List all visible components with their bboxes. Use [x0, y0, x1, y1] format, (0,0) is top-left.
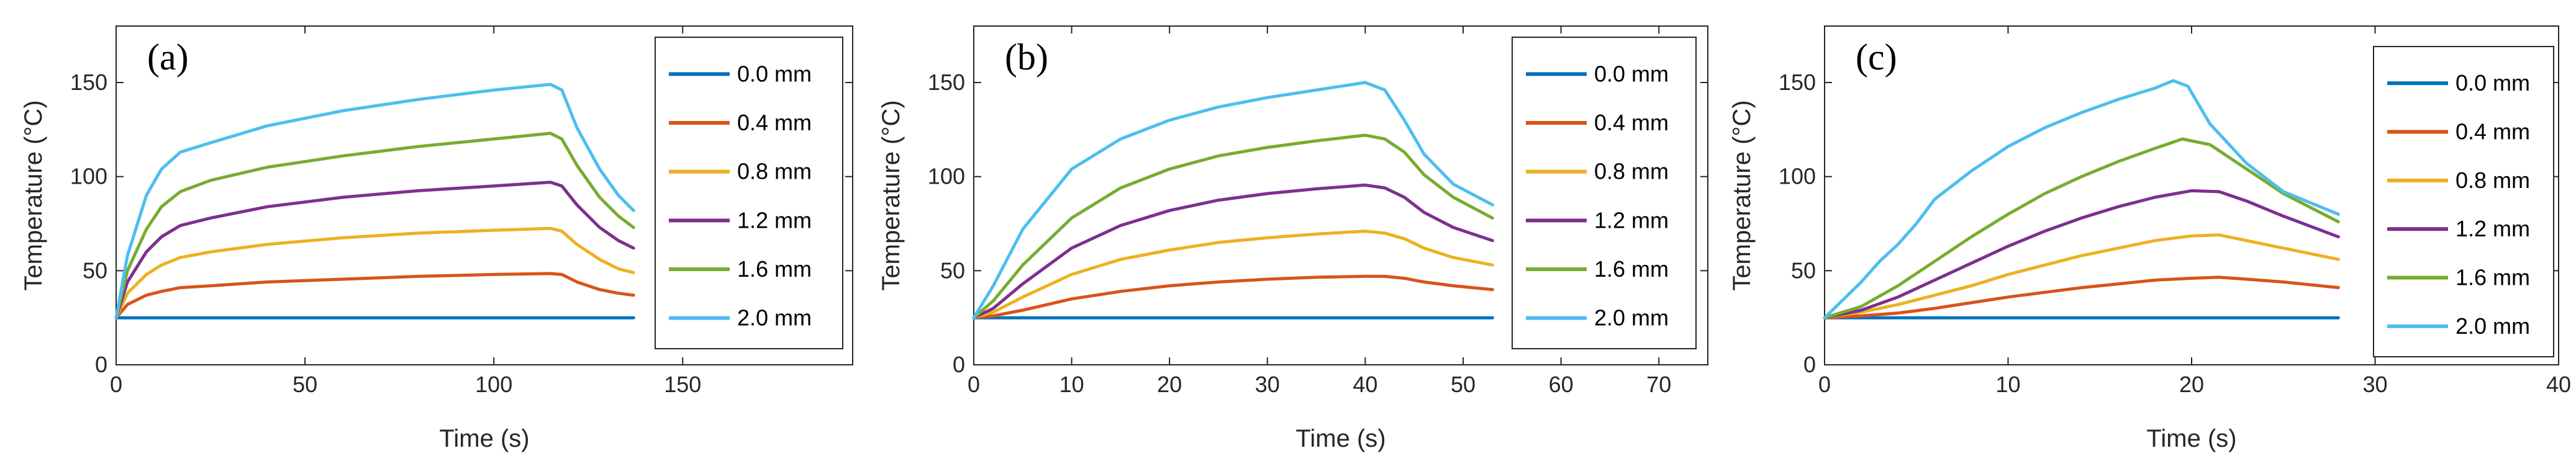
- legend-entry-label: 1.6 mm: [737, 256, 812, 282]
- legend-entry-label: 0.0 mm: [1594, 61, 1669, 86]
- legend-entry-label: 2.0 mm: [2456, 313, 2530, 339]
- panel-label: (a): [147, 37, 189, 78]
- legend-entry-label: 0.8 mm: [737, 159, 812, 184]
- legend-entry-label: 2.0 mm: [1594, 305, 1669, 331]
- panel-label: (b): [1005, 37, 1048, 78]
- legend-entry-label: 0.0 mm: [737, 61, 812, 86]
- y-tick-label: 50: [83, 257, 107, 283]
- series-line-1_2-mm: [972, 183, 1494, 320]
- x-tick-label: 60: [1549, 372, 1574, 397]
- y-tick-label: 0: [95, 352, 107, 377]
- y-axis-label: Temperature (°C): [20, 100, 47, 290]
- y-tick-label: 150: [928, 69, 965, 95]
- x-axis-label: Time (s): [439, 425, 529, 452]
- y-tick-label: 100: [928, 164, 965, 189]
- panel-a: 0 50 100 150 0 50 100 150 Time (s) Temperature (°…: [20, 25, 853, 452]
- y-tick-label: 0: [1803, 352, 1816, 377]
- x-tick-label: 0: [968, 372, 980, 397]
- panel-c: 0 10 20 30 40 0 50 100 150 Time (s) Temperature (°…: [1728, 25, 2571, 452]
- series-line-1_6-mm: [972, 133, 1494, 320]
- series-line-0_8-mm: [1823, 233, 2340, 320]
- x-tick-label: 40: [1353, 372, 1377, 397]
- legend-entry-label: 2.0 mm: [737, 305, 812, 331]
- legend-box: [1512, 37, 1697, 349]
- series-line-2_0-mm: [972, 81, 1494, 320]
- legend-entry-label: 0.8 mm: [1594, 159, 1669, 184]
- x-tick-label: 50: [1451, 372, 1476, 397]
- x-tick-label: 10: [1995, 372, 2020, 397]
- series-line-2_0-mm: [114, 83, 635, 320]
- x-axis-label: Time (s): [2146, 425, 2236, 452]
- series-line-0_4-mm: [114, 272, 635, 320]
- y-tick-label: 50: [940, 257, 965, 283]
- series-line-1_2-mm: [114, 181, 635, 320]
- x-tick-label: 20: [1157, 372, 1182, 397]
- series-line-0_4-mm: [1823, 275, 2340, 320]
- legend-entry-label: 1.6 mm: [2456, 265, 2530, 290]
- x-tick-label: 100: [475, 372, 512, 397]
- legend-entry-label: 1.2 mm: [2456, 216, 2530, 241]
- legend-box: [2373, 46, 2554, 357]
- x-tick-label: 30: [1255, 372, 1280, 397]
- x-tick-label: 10: [1059, 372, 1084, 397]
- legend-entry-label: 1.6 mm: [1594, 256, 1669, 282]
- x-tick-label: 40: [2546, 372, 2571, 397]
- series-line-2_0-mm: [1823, 79, 2340, 320]
- y-tick-label: 150: [70, 69, 107, 95]
- y-axis-label: Temperature (°C): [1728, 100, 1756, 290]
- y-tick-label: 50: [1791, 257, 1816, 283]
- y-tick-label: 150: [1779, 69, 1816, 95]
- legend-entry-label: 0.4 mm: [1594, 110, 1669, 135]
- panel-label: (c): [1856, 37, 1897, 78]
- legend: 0.0 mm 0.4 mm 0.8 mm 1.2 mm 1.6 mm 2.0 mm: [2373, 46, 2554, 357]
- legend-entry-label: 0.0 mm: [2456, 70, 2530, 96]
- x-tick-label: 20: [2179, 372, 2204, 397]
- x-tick-label: 30: [2362, 372, 2387, 397]
- series-line-1_6-mm: [114, 132, 635, 320]
- legend-entry-label: 1.2 mm: [737, 207, 812, 233]
- x-tick-label: 50: [293, 372, 317, 397]
- x-axis-label: Time (s): [1295, 425, 1386, 452]
- series-line-1_2-mm: [1823, 189, 2340, 320]
- y-tick-label: 100: [70, 164, 107, 189]
- x-tick-label: 0: [1818, 372, 1831, 397]
- series-line-0_4-mm: [972, 274, 1494, 320]
- series-line-0_8-mm: [114, 226, 635, 320]
- legend-box: [655, 37, 843, 349]
- series-line-0_8-mm: [972, 230, 1494, 320]
- legend-entry-label: 0.8 mm: [2456, 168, 2530, 193]
- y-tick-label: 100: [1779, 164, 1816, 189]
- x-tick-label: 150: [664, 372, 701, 397]
- y-tick-label: 0: [953, 352, 965, 377]
- legend-entry-label: 0.4 mm: [2456, 119, 2530, 145]
- y-axis-label: Temperature (°C): [878, 100, 905, 290]
- series-line-1_6-mm: [1823, 137, 2340, 320]
- legend: 0.0 mm 0.4 mm 0.8 mm 1.2 mm 1.6 mm 2.0 mm: [1512, 37, 1697, 349]
- x-tick-label: 70: [1646, 372, 1671, 397]
- legend: 0.0 mm 0.4 mm 0.8 mm 1.2 mm 1.6 mm 2.0 mm: [655, 37, 843, 349]
- x-tick-label: 0: [110, 372, 122, 397]
- legend-entry-label: 0.4 mm: [737, 110, 812, 135]
- panel-b: 0 10 20 30 40 50 60 70 0 50 100 150 Time (s) Temperat…: [878, 25, 1708, 452]
- legend-entry-label: 1.2 mm: [1594, 207, 1669, 233]
